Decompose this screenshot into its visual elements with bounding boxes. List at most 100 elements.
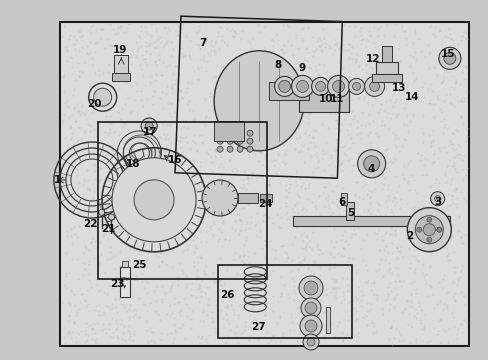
Text: 24: 24 [258,199,272,210]
Circle shape [363,156,379,172]
Circle shape [301,298,320,318]
Circle shape [298,276,323,300]
Circle shape [217,146,223,152]
Circle shape [141,118,157,134]
Circle shape [305,302,316,314]
Text: 22: 22 [83,219,98,229]
Circle shape [246,138,252,144]
Text: 6: 6 [338,197,345,207]
Circle shape [430,192,444,206]
Text: 5: 5 [347,208,354,218]
Bar [293,216,449,226]
Ellipse shape [214,51,304,151]
Circle shape [348,78,364,94]
Text: 13: 13 [391,83,406,93]
Text: 27: 27 [250,322,265,332]
Bar [376,62,397,75]
Text: 17: 17 [142,127,157,138]
Circle shape [407,208,450,252]
Text: 19: 19 [112,45,127,55]
Text: 26: 26 [220,290,235,300]
Bar [260,194,271,202]
Bar [268,82,308,100]
Circle shape [443,52,455,64]
Text: FTY: FTY [120,277,129,282]
Bar [114,55,128,75]
Bar [112,73,130,81]
Circle shape [296,80,308,93]
Circle shape [217,130,223,136]
Circle shape [237,138,243,144]
Circle shape [357,150,385,178]
Bar [299,90,348,112]
Bar [345,202,353,220]
Text: 12: 12 [365,54,379,64]
Circle shape [332,80,344,93]
Text: 2: 2 [406,231,412,241]
Circle shape [426,237,431,242]
Circle shape [304,281,317,295]
Circle shape [300,315,321,337]
Bar [325,307,329,333]
Text: 25: 25 [132,260,146,270]
Circle shape [291,75,313,98]
Text: 1: 1 [54,175,61,185]
Circle shape [414,216,443,244]
Bar [371,75,402,82]
Text: 20: 20 [87,99,102,109]
Circle shape [315,81,325,91]
Circle shape [112,158,196,242]
Text: 23: 23 [110,279,124,289]
Text: 18: 18 [126,159,141,169]
Text: 10: 10 [318,94,332,104]
Text: 9: 9 [298,63,305,73]
Bar [382,46,391,62]
Text: 11: 11 [329,94,344,104]
Circle shape [423,224,434,236]
Bar [122,261,127,266]
Circle shape [237,130,243,136]
Text: ▼: ▼ [123,285,126,289]
Circle shape [438,47,460,69]
Bar [238,193,258,203]
Circle shape [436,227,441,232]
Circle shape [274,76,294,96]
Circle shape [352,82,360,90]
Bar [214,121,244,141]
Circle shape [436,227,441,232]
Text: 7: 7 [199,38,206,48]
Circle shape [134,180,174,220]
Circle shape [327,75,349,98]
Text: 21: 21 [101,224,116,234]
Bar [120,266,129,297]
Circle shape [303,334,318,350]
Circle shape [226,138,233,144]
Text: 8: 8 [274,60,281,70]
Circle shape [237,146,243,152]
Circle shape [99,209,104,215]
Circle shape [278,80,290,93]
Circle shape [305,320,316,332]
Text: 15: 15 [440,49,454,59]
Circle shape [108,214,114,220]
Circle shape [202,180,238,216]
Circle shape [306,338,314,346]
Bar [98,122,266,279]
Circle shape [94,88,111,106]
Circle shape [226,146,233,152]
Bar [217,265,351,338]
Text: 14: 14 [404,92,419,102]
Circle shape [426,217,431,222]
Circle shape [364,76,384,96]
Text: 16: 16 [167,155,182,165]
Bar [60,22,468,346]
Circle shape [369,81,379,91]
Circle shape [311,77,329,95]
Circle shape [416,227,421,232]
Text: 3: 3 [433,197,440,207]
Circle shape [246,130,252,136]
Circle shape [226,130,233,136]
Circle shape [145,122,153,130]
Circle shape [434,196,440,202]
Circle shape [246,146,252,152]
